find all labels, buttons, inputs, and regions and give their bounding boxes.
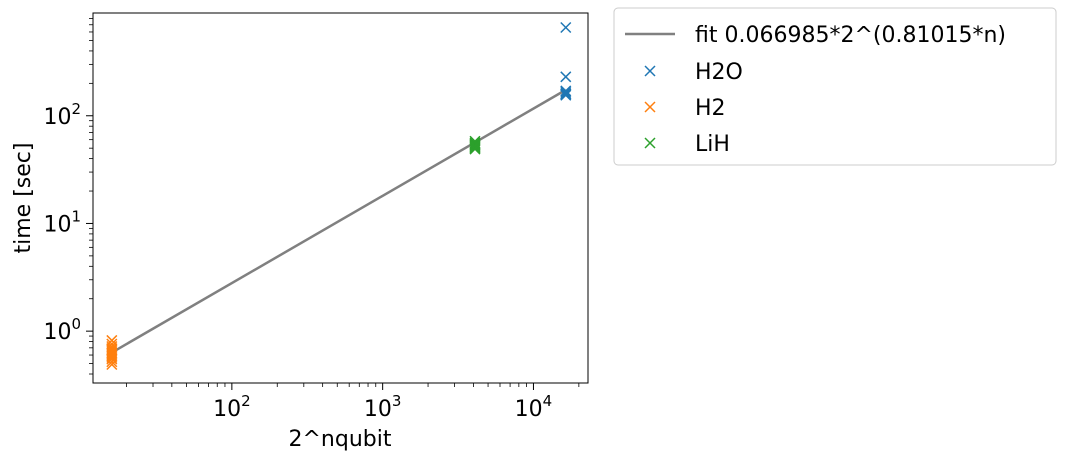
y-tick-label: 102 (43, 100, 81, 130)
legend-marker-h2o (644, 65, 656, 77)
major-ticks: 102 103 104 100 101 102 (43, 100, 552, 422)
legend-box (613, 7, 1057, 166)
legend-marker-lih (644, 137, 656, 149)
legend-lih-marker (644, 137, 656, 149)
data-marks (106, 21, 572, 371)
legend-h2-label: H2 (695, 96, 726, 121)
plot-frame (92, 12, 589, 384)
fit-line (111, 88, 567, 354)
x-tick-label: 104 (515, 392, 553, 422)
data-point-h2 (106, 353, 118, 365)
minor-ticks (89, 18, 580, 387)
data-point-h2o (560, 85, 572, 97)
legend: fit 0.066985*2^(0.81015*n) H2O H2 LiH (613, 7, 1057, 166)
y-axis-title: time [sec] (11, 143, 36, 254)
y-tick-label: 101 (43, 207, 81, 237)
data-point-h2o (560, 89, 572, 101)
legend-lih-label: LiH (695, 132, 730, 157)
x-tick-label: 103 (364, 392, 402, 422)
data-point-h2 (106, 358, 118, 371)
y-tick-label: 100 (43, 315, 81, 345)
data-point-lih (469, 143, 481, 155)
legend-h2-marker (644, 101, 656, 113)
data-point-h2o (560, 86, 572, 98)
data-point-h2o (560, 71, 572, 83)
data-point-h2o (560, 21, 572, 34)
x-tick-label: 102 (213, 392, 251, 422)
legend-marker-h2 (644, 101, 656, 113)
legend-fit-label: fit 0.066985*2^(0.81015*n) (695, 23, 1006, 48)
fit-layer (111, 88, 567, 354)
legend-h2o-marker (644, 65, 656, 77)
x-axis-title: 2^nqubit (289, 427, 392, 452)
legend-h2o-label: H2O (695, 60, 743, 85)
data-point-h2 (106, 356, 118, 368)
